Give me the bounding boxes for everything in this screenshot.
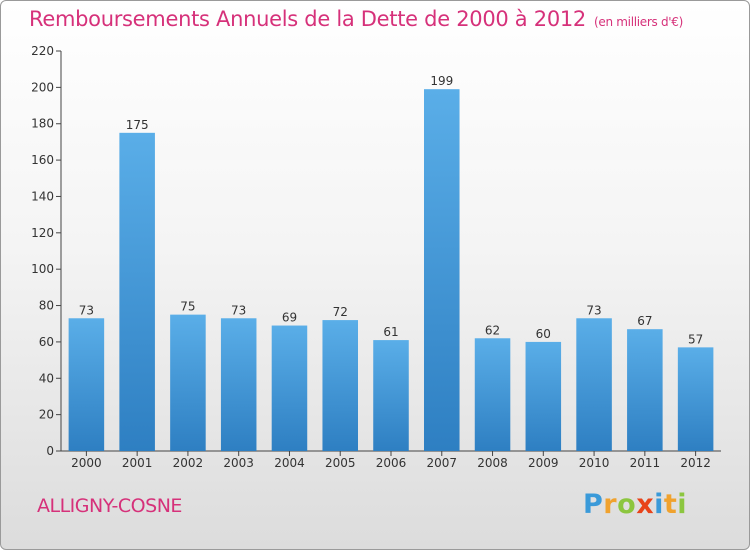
x-axis: 2000 2001 2002 2003 2004 2005 2006 2007 2008 2009… [61, 450, 721, 470]
y-tick-label: 140 [31, 189, 54, 203]
x-tick-label: 2004 [274, 456, 305, 470]
bar-value-label: 62 [485, 323, 500, 337]
y-tick-label: 20 [39, 408, 54, 422]
x-tick-label: 2003 [223, 456, 254, 470]
bar-value-label: 61 [383, 325, 398, 339]
chart-title: Remboursements Annuels de la Dette de 20… [29, 7, 683, 31]
bar-value-label: 69 [282, 311, 297, 325]
bar-value-label: 73 [586, 303, 601, 317]
x-tick-label: 2006 [376, 456, 407, 470]
proxiti-logo: Proxiti [583, 489, 687, 520]
logo-letter: P [583, 489, 604, 520]
x-tick-label: 2005 [325, 456, 356, 470]
logo-letter: r [603, 489, 618, 520]
x-tick-label: 2009 [528, 456, 559, 470]
x-tick-label: 2011 [630, 456, 661, 470]
y-tick-label: 180 [31, 117, 54, 131]
x-tick-label: 2008 [477, 456, 508, 470]
y-tick-label: 200 [31, 80, 54, 94]
y-tick-label: 40 [39, 371, 54, 385]
bar-value-label: 57 [688, 332, 703, 346]
bar [525, 341, 562, 451]
bar-value-label: 67 [637, 314, 652, 328]
bar [424, 89, 460, 451]
x-tick-label: 2010 [579, 456, 610, 470]
bar [119, 132, 155, 451]
y-tick-label: 80 [39, 299, 54, 313]
logo-letter: o [617, 489, 637, 520]
y-axis: 0 20 40 60 80 100 120 140 160 180 200 220 [31, 44, 62, 458]
y-tick-label: 220 [31, 44, 54, 58]
y-tick-label: 160 [31, 153, 54, 167]
y-tick-label: 120 [31, 226, 54, 240]
bar [474, 338, 511, 451]
x-tick-label: 2001 [122, 456, 153, 470]
bar [220, 318, 257, 451]
bar-value-label: 75 [180, 300, 195, 314]
bar-value-label: 73 [231, 303, 246, 317]
logo-letter: i [654, 489, 664, 520]
logo-letter: x [636, 489, 655, 520]
x-tick-label: 2007 [426, 456, 457, 470]
bar-value-label: 73 [79, 303, 94, 317]
commune-name: ALLIGNY-COSNE [37, 495, 182, 517]
y-tick-label: 100 [31, 262, 54, 276]
bar [627, 329, 663, 451]
bar [373, 340, 409, 451]
bar-value-label: 199 [430, 74, 453, 88]
bar-value-label: 72 [333, 305, 348, 319]
chart-title-text: Remboursements Annuels de la Dette de 20… [29, 7, 586, 31]
bar [170, 314, 206, 451]
x-tick-label: 2002 [173, 456, 204, 470]
chart-subtitle: (en milliers d'€) [594, 15, 684, 29]
bars: 73 175 75 73 69 72 61 199 62 60 73 67 57 [68, 74, 714, 451]
logo-letter: i [677, 489, 688, 520]
bar [576, 318, 612, 451]
x-tick-label: 2012 [680, 456, 711, 470]
bar [322, 320, 358, 451]
bar [68, 318, 105, 451]
logo-letter: t [663, 489, 678, 520]
bar [677, 347, 714, 451]
x-tick-label: 2000 [71, 456, 102, 470]
y-tick-label: 0 [46, 444, 54, 458]
y-tick-label: 60 [39, 335, 54, 349]
bar-value-label: 175 [126, 118, 149, 132]
bar-value-label: 60 [536, 327, 551, 341]
bar [271, 325, 308, 451]
